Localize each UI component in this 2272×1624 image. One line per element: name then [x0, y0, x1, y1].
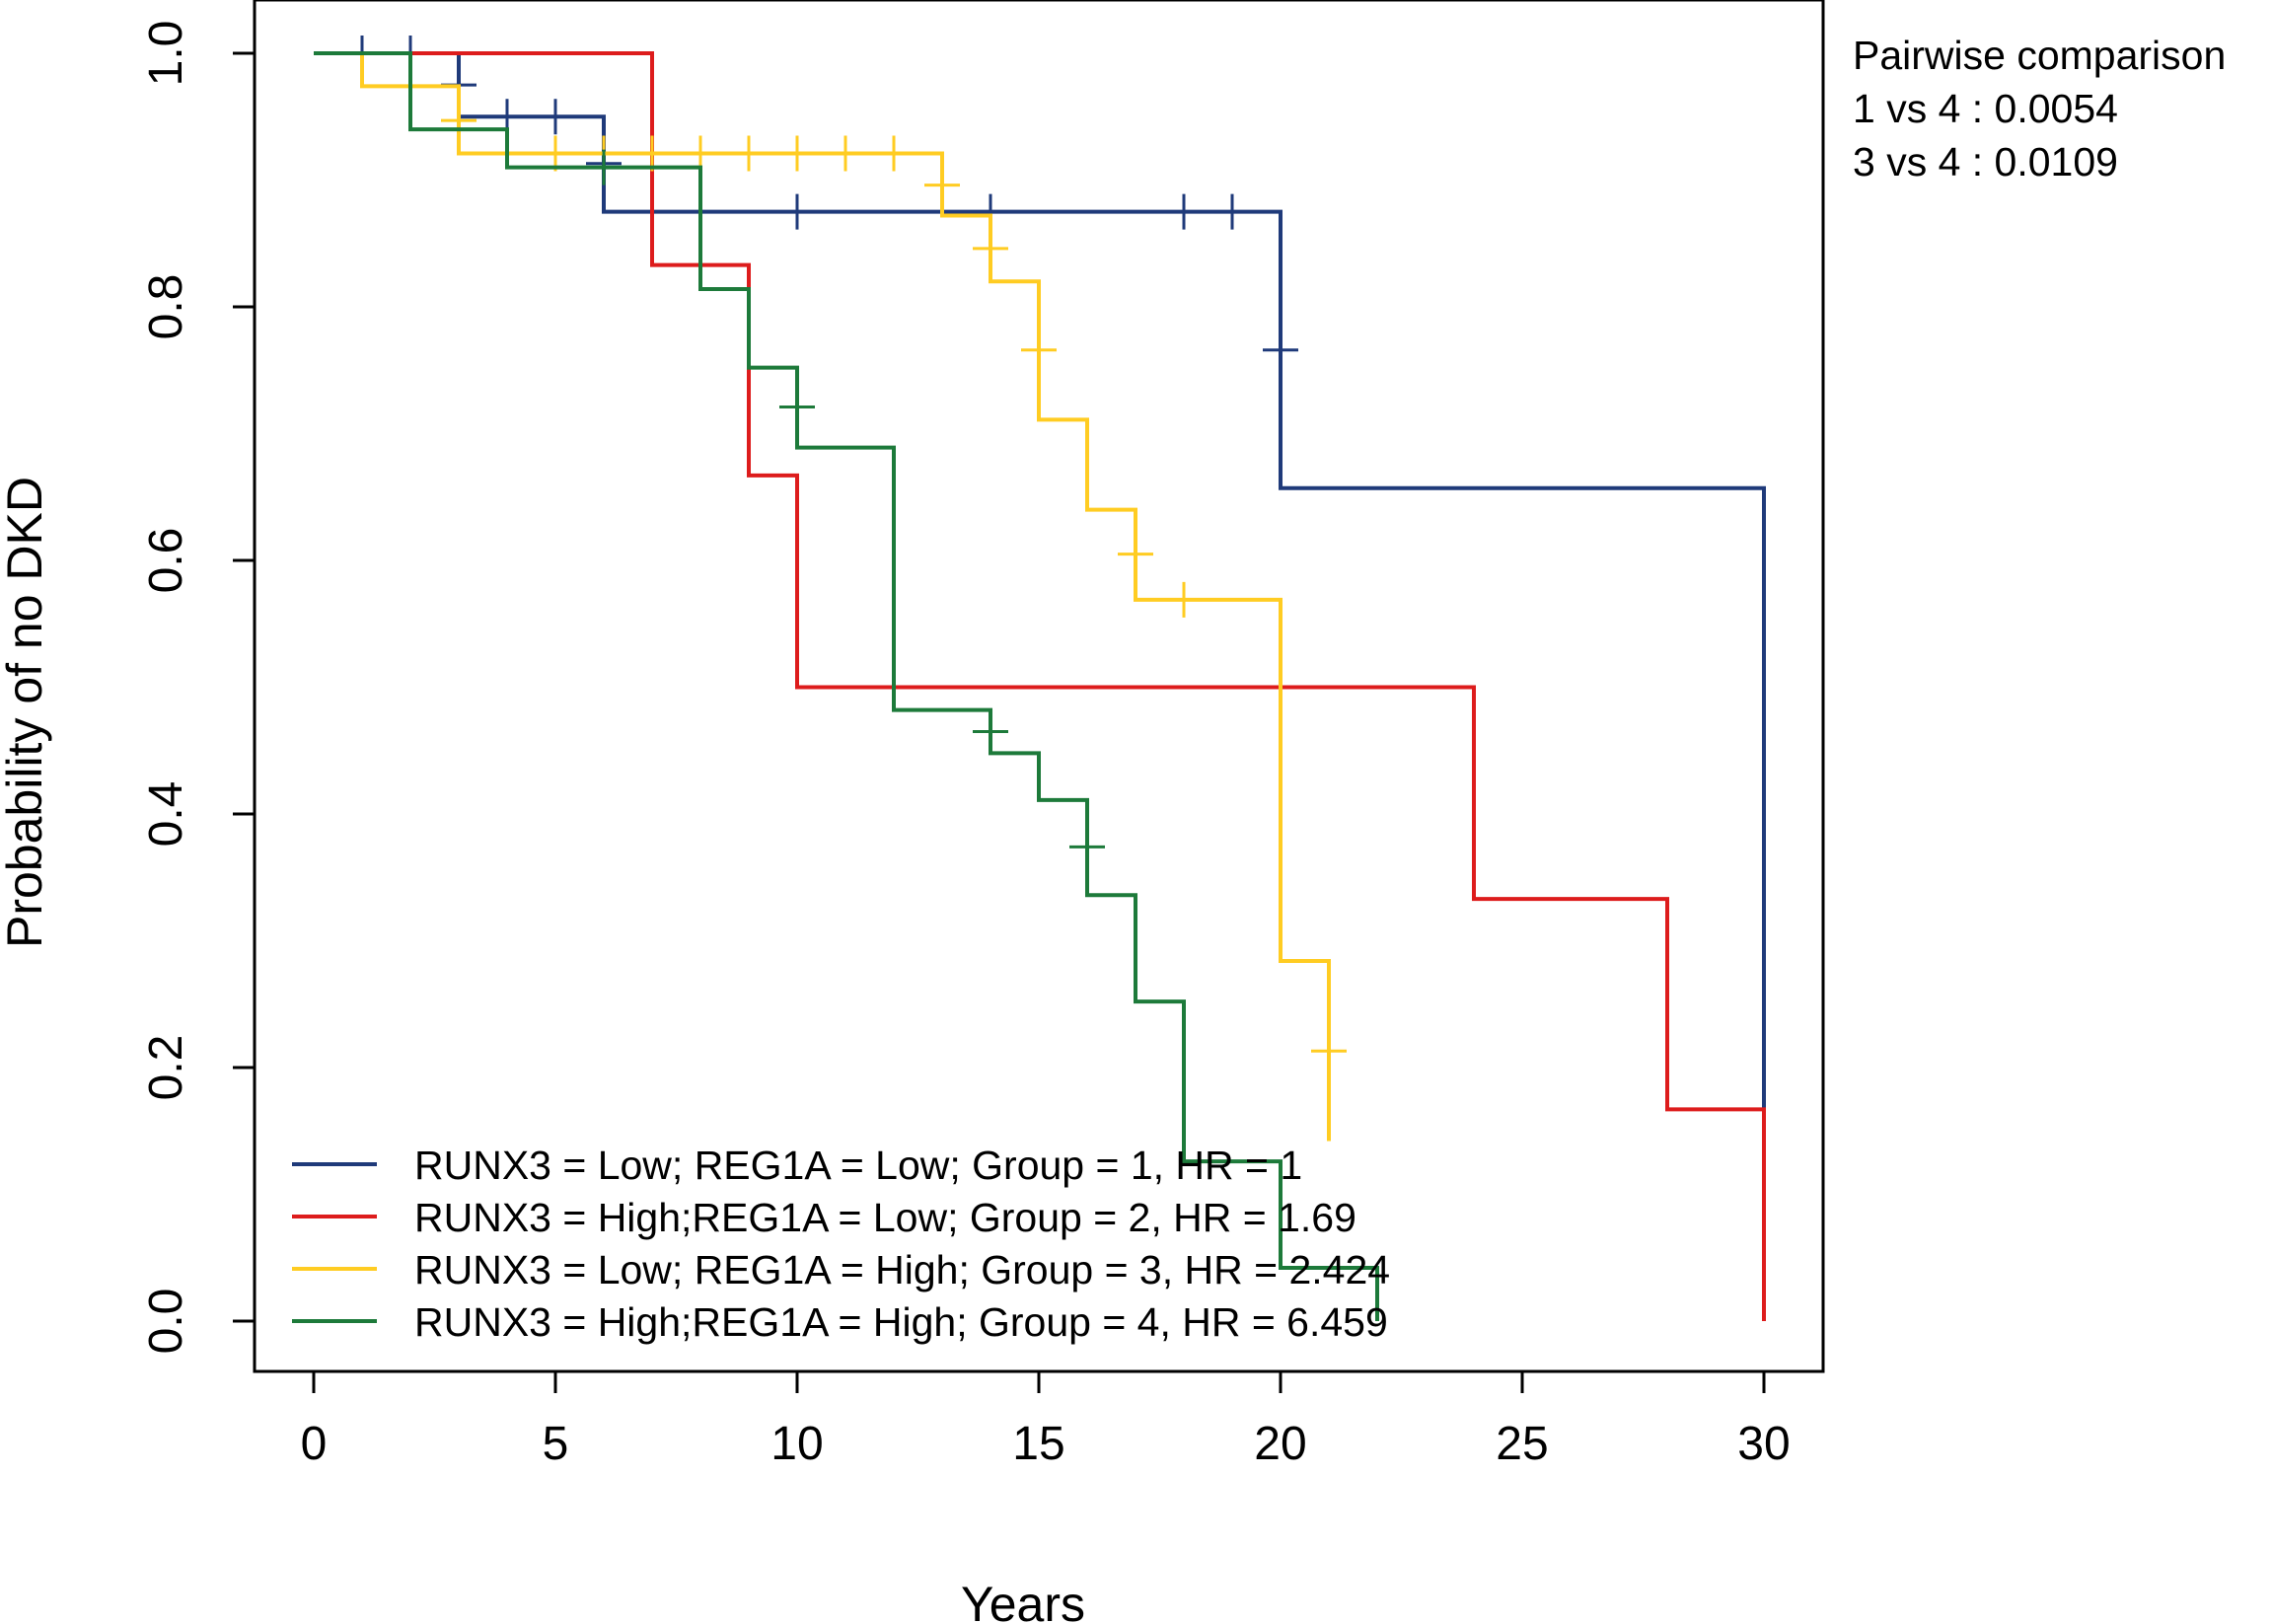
x-tick-label: 5: [543, 1418, 569, 1470]
legend-label-1: RUNX3 = Low; REG1A = Low; Group = 1, HR …: [414, 1143, 1302, 1188]
legend-label-3: RUNX3 = Low; REG1A = High; Group = 3, HR…: [414, 1247, 1390, 1292]
censor-mark: [683, 135, 718, 172]
censor-mark: [924, 167, 960, 203]
y-tick-label: 0.8: [140, 274, 192, 340]
y-tick-label: 0.4: [140, 781, 192, 848]
x-tick-label: 30: [1737, 1418, 1790, 1470]
censor-mark: [538, 99, 573, 135]
censor-mark: [876, 135, 912, 172]
censor-mark: [973, 230, 1008, 266]
series-group-2: [314, 51, 1766, 1321]
censor-mark: [1166, 581, 1202, 618]
y-tick-label: 0.2: [140, 1035, 192, 1101]
annotation-line-2: 3 vs 4 : 0.0109: [1853, 139, 2118, 185]
censor-mark: [1166, 193, 1202, 230]
censor-mark: [634, 135, 670, 172]
x-axis-title: Years: [961, 1577, 1085, 1624]
y-tick-label: 0.6: [140, 528, 192, 594]
y-axis-title: Probability of no DKD: [0, 477, 52, 948]
annotation-title: Pairwise comparison: [1853, 33, 2226, 78]
censor-mark: [1069, 829, 1105, 865]
axes: 0 5 10 15 20 25 30 0.0 0.2 0.4 0.6 0.8 1.0: [140, 21, 1791, 1470]
censor-mark: [1263, 332, 1298, 368]
censor-mark: [1118, 536, 1153, 572]
censor-mark: [779, 193, 815, 230]
series-line-1: [314, 51, 1766, 1132]
x-tick-label: 15: [1012, 1418, 1064, 1470]
x-tick-label: 25: [1496, 1418, 1548, 1470]
y-tick-label: 0.0: [140, 1289, 192, 1355]
series-layer: [314, 36, 1766, 1321]
censor-mark: [586, 149, 622, 185]
series-group-3: [314, 51, 1347, 1142]
y-tick-label: 1.0: [140, 21, 192, 87]
censor-mark: [973, 713, 1008, 750]
censor-mark: [1311, 1033, 1347, 1070]
annotation-line-1: 1 vs 4 : 0.0054: [1853, 86, 2118, 131]
censor-mark: [1021, 332, 1057, 368]
censor-mark: [828, 135, 863, 172]
censor-mark: [779, 135, 815, 172]
series-line-3: [314, 51, 1331, 1142]
censor-mark: [441, 103, 476, 139]
x-tick-label: 10: [770, 1418, 823, 1470]
censor-mark: [731, 135, 767, 172]
series-group-4: [314, 51, 1379, 1321]
series-group-1: [314, 36, 1766, 1132]
x-tick-label: 0: [301, 1418, 328, 1470]
censor-mark: [538, 135, 573, 172]
legend-label-4: RUNX3 = High;REG1A = High; Group = 4, HR…: [414, 1299, 1388, 1345]
series-line-4: [314, 51, 1379, 1321]
censor-mark: [779, 389, 815, 425]
legend-label-2: RUNX3 = High;REG1A = Low; Group = 2, HR …: [414, 1195, 1356, 1240]
x-tick-label: 20: [1254, 1418, 1306, 1470]
pairwise-annotation: Pairwise comparison 1 vs 4 : 0.0054 3 vs…: [1853, 33, 2226, 185]
series-line-2: [314, 51, 1766, 1321]
censor-mark: [1214, 193, 1250, 230]
legend: RUNX3 = Low; REG1A = Low; Group = 1, HR …: [292, 1143, 1390, 1345]
